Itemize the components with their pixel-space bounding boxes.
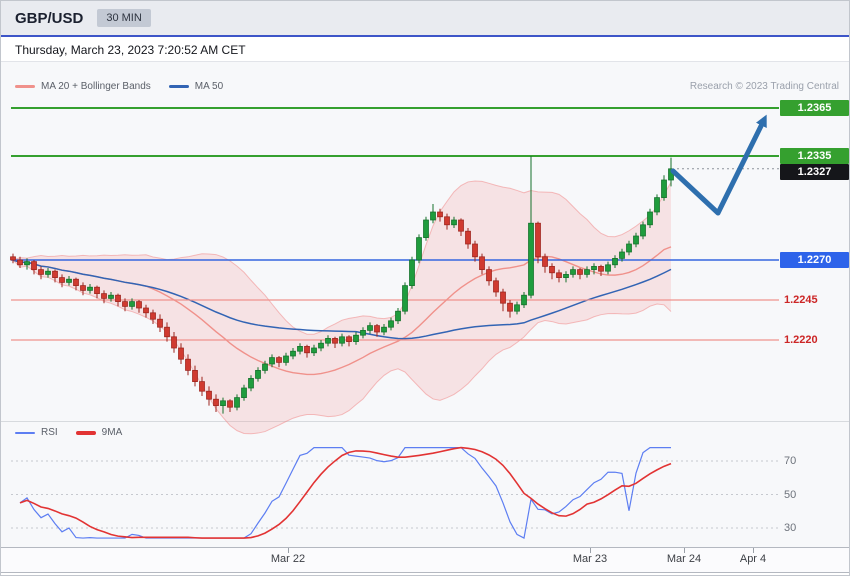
ma20-legend-item: MA 20 + Bollinger Bands: [15, 81, 151, 92]
axis-tick: [753, 548, 754, 553]
research-watermark: Research © 2023 Trading Central: [689, 81, 839, 92]
ma50-legend-item: MA 50: [168, 81, 224, 92]
x-axis-label: Mar 22: [270, 553, 306, 565]
axis-tick: [590, 548, 591, 553]
ma20-swatch-icon: [15, 85, 35, 88]
ma20-legend-label: MA 20 + Bollinger Bands: [41, 81, 151, 92]
ma50-legend-label: MA 50: [194, 81, 224, 92]
ma50-swatch-icon: [168, 85, 189, 88]
axis-tick: [288, 548, 289, 553]
timeframe-badge: 30 MIN: [97, 9, 151, 27]
chart-legend: MA 20 + Bollinger Bands MA 50: [15, 81, 223, 92]
rsi-legend: RSI 9MA: [15, 427, 122, 438]
rsi-ma-legend-label: 9MA: [101, 427, 123, 438]
rsi-swatch-icon: [15, 431, 35, 434]
symbol-title: GBP/USD: [15, 9, 84, 27]
rsi-ma-legend-item: 9MA: [75, 427, 123, 438]
rsi-ma-swatch-icon: [75, 430, 96, 435]
axis-tick: [684, 548, 685, 553]
x-axis: Mar 22 Mar 23 Mar 24 Apr 4: [1, 547, 849, 573]
x-axis-label: Mar 23: [572, 553, 608, 565]
timestamp: Thursday, March 23, 2023 7:20:52 AM CET: [15, 43, 246, 57]
rsi-legend-item: RSI: [15, 427, 58, 438]
x-axis-label: Apr 4: [739, 553, 767, 565]
chart-panel-background: [1, 61, 849, 548]
x-axis-label: Mar 24: [666, 553, 702, 565]
header: GBP/USD 30 MIN: [1, 1, 849, 37]
rsi-legend-label: RSI: [41, 427, 58, 438]
panel-divider: [1, 421, 849, 422]
